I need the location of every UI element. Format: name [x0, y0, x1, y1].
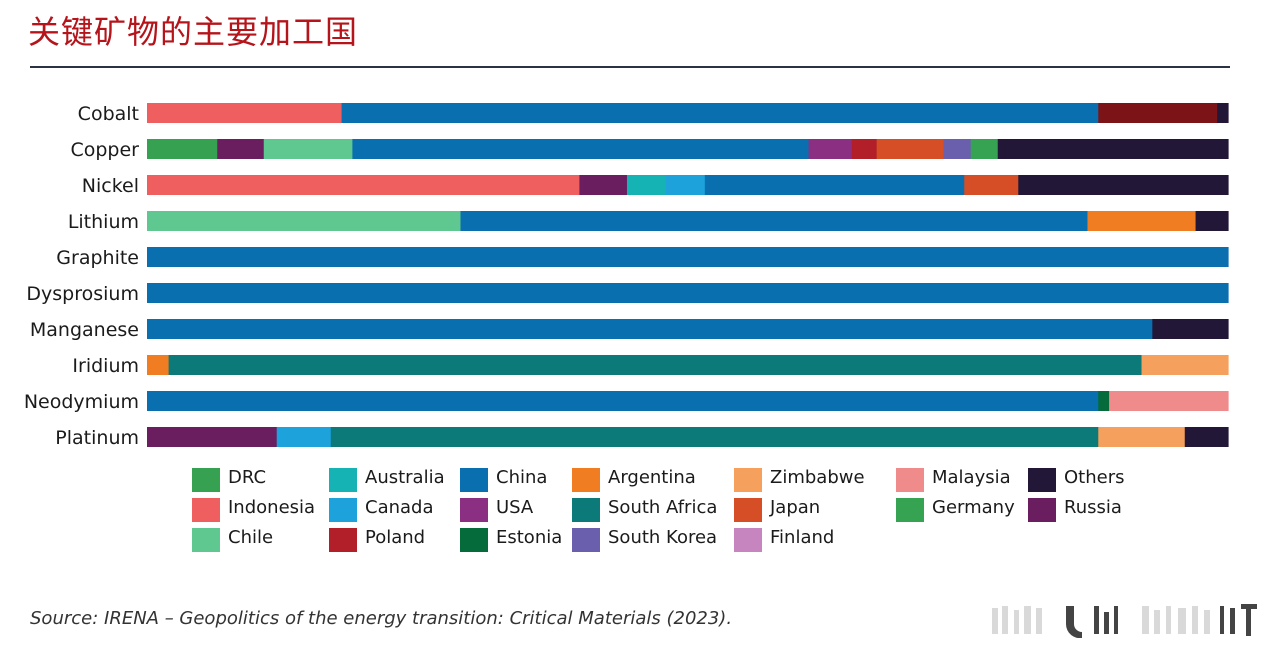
bar-segment-copper-germany [970, 139, 999, 159]
category-label-platinum: Platinum [55, 427, 139, 449]
category-label-nickel: Nickel [82, 175, 139, 197]
legend-swatch [734, 468, 762, 492]
bar-segment-nickel-australia [626, 175, 667, 195]
bar-segment-platinum-others [1184, 427, 1229, 447]
legend-swatch [329, 498, 357, 522]
bar-segment-copper-russia [217, 139, 265, 159]
legend-swatch [734, 528, 762, 552]
bar-segment-manganese-china [147, 319, 1153, 339]
bar-segment-neodymium-estonia [1098, 391, 1110, 411]
legend-label: South Africa [608, 497, 718, 518]
legend-swatch [1028, 468, 1056, 492]
bar-segment-nickel-japan [964, 175, 1019, 195]
bar-segment-nickel-canada [665, 175, 706, 195]
bar-segment-nickel-russia [579, 175, 628, 195]
legend-swatch [192, 468, 220, 492]
legend-label: China [496, 467, 548, 488]
legend-swatch [1028, 498, 1056, 522]
legend-label: Germany [932, 497, 1015, 518]
bar-segment-neodymium-china [147, 391, 1099, 411]
category-label-iridium: Iridium [72, 355, 139, 377]
legend-swatch [460, 528, 488, 552]
bar-segment-copper-poland [851, 139, 878, 159]
bar-segment-copper-drc [147, 139, 218, 159]
bar-segment-copper-chile [263, 139, 353, 159]
bar-segment-cobalt-indonesia [147, 103, 343, 123]
legend-swatch [896, 498, 924, 522]
legend-swatch [734, 498, 762, 522]
legend-swatch [896, 468, 924, 492]
bar-segment-copper-china [352, 139, 810, 159]
legend-swatch [192, 528, 220, 552]
legend-label: Chile [228, 527, 274, 548]
bar-segment-graphite-china [147, 247, 1229, 267]
legend-label: DRC [228, 467, 267, 488]
bar-segment-platinum-zimbabwe [1098, 427, 1186, 447]
bar-segment-lithium-argentina [1087, 211, 1197, 231]
category-label-graphite: Graphite [56, 247, 139, 269]
legend-swatch [572, 468, 600, 492]
category-label-cobalt: Cobalt [78, 103, 139, 125]
category-label-lithium: Lithium [68, 211, 139, 233]
chart-title: 关键矿物的主要加工国 [28, 13, 359, 51]
bar-segment-cobalt-china [341, 103, 1099, 123]
bar-segment-copper-usa [808, 139, 853, 159]
source-note: Source: IRENA – Geopolitics of the energ… [30, 608, 733, 629]
legend-swatch [572, 498, 600, 522]
legend-label: Estonia [496, 527, 563, 548]
legend-label: Canada [365, 497, 434, 518]
legend-swatch [329, 468, 357, 492]
bar-segment-nickel-others [1018, 175, 1229, 195]
bar-segment-iridium-south-africa [168, 355, 1143, 375]
bar-segment-manganese-others [1152, 319, 1229, 339]
legend-label: Argentina [608, 467, 696, 488]
bar-segment-lithium-china [460, 211, 1089, 231]
bar-segment-cobalt-cobalt-other [1098, 103, 1218, 123]
legend-label: Others [1064, 467, 1125, 488]
bar-segment-lithium-chile [147, 211, 462, 231]
bar-segment-copper-japan [876, 139, 945, 159]
bar-segment-iridium-argentina [147, 355, 170, 375]
legend-label: Australia [365, 467, 445, 488]
legend-swatch [192, 498, 220, 522]
legend-label: Malaysia [932, 467, 1011, 488]
category-label-dysprosium: Dysprosium [26, 283, 139, 305]
title-divider [30, 66, 1230, 68]
category-label-neodymium: Neodymium [24, 391, 139, 413]
legend-label: Indonesia [228, 497, 316, 518]
bar-segment-nickel-china [704, 175, 965, 195]
bar-segment-copper-others [997, 139, 1229, 159]
bar-segment-iridium-zimbabwe [1141, 355, 1229, 375]
legend-label: Japan [770, 497, 821, 518]
bar-segment-dysprosium-china [147, 283, 1229, 303]
legend-label: South Korea [608, 527, 718, 548]
bar-segment-platinum-south-africa [330, 427, 1099, 447]
legend-label: Finland [770, 527, 835, 548]
category-label-copper: Copper [70, 139, 139, 161]
bar-segment-platinum-russia [147, 427, 278, 447]
bar-segment-lithium-others [1195, 211, 1229, 231]
legend-label: Poland [365, 527, 426, 548]
category-label-manganese: Manganese [30, 319, 139, 341]
legend-swatch [329, 528, 357, 552]
bar-segment-neodymium-malaysia [1109, 391, 1229, 411]
stacked-bar-chart: Cobalt Copper Nickel Lithium Graphite Dyspros… [24, 103, 1229, 449]
legend-label: Zimbabwe [770, 467, 865, 488]
legend-label: USA [496, 497, 534, 518]
bar-segment-nickel-indonesia [147, 175, 580, 195]
bar-segment-cobalt-others [1217, 103, 1229, 123]
legend-swatch [572, 528, 600, 552]
bar-segment-platinum-canada [276, 427, 332, 447]
bar-segment-copper-south-korea [943, 139, 972, 159]
legend-swatch [460, 468, 488, 492]
chart-legend: DRC Australia China Argentina Zimbabwe Malays… [192, 466, 1192, 558]
watermark-logo [992, 604, 1257, 638]
legend-swatch [460, 498, 488, 522]
legend-label: Russia [1064, 497, 1122, 518]
